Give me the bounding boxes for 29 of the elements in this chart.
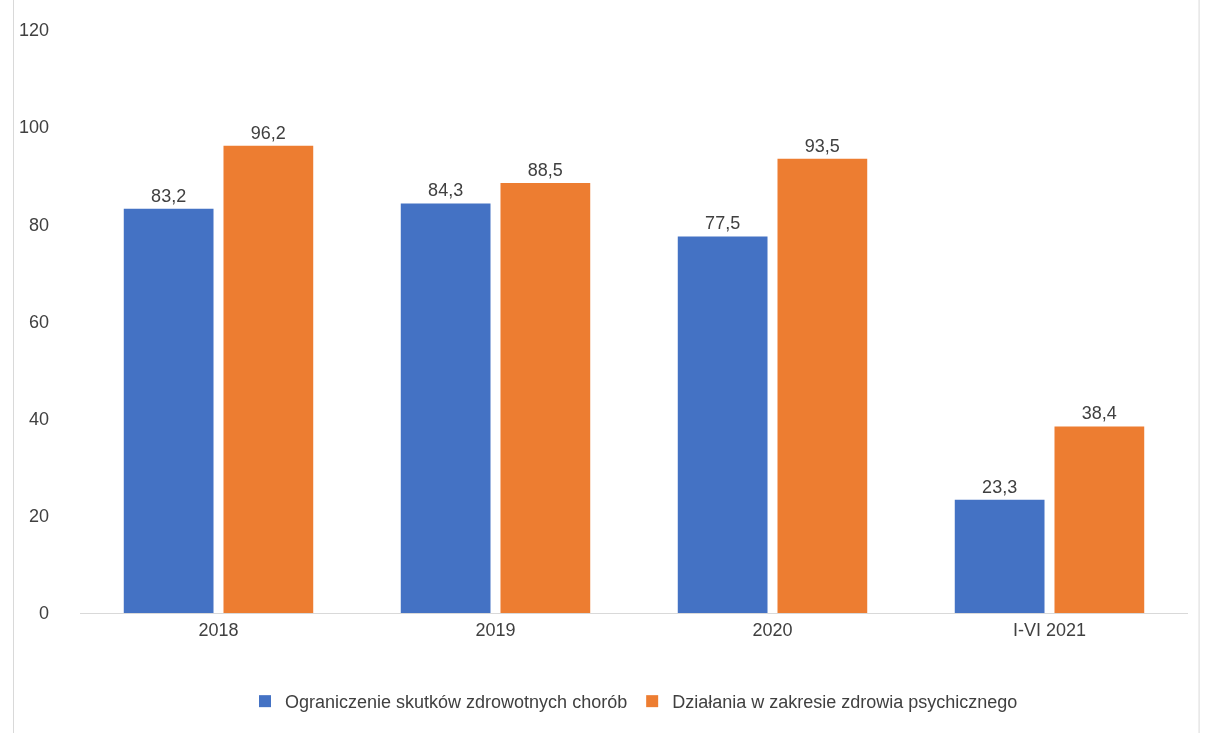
bar — [123, 208, 214, 613]
x-tick-label: 2020 — [752, 619, 793, 640]
y-tick-label: 0 — [38, 603, 49, 624]
legend-label: Ograniczenie skutków zdrowotnych chorób — [285, 692, 628, 713]
y-tick-label: 100 — [18, 117, 49, 138]
x-tick-label: 2019 — [475, 619, 516, 640]
bar — [500, 183, 591, 613]
y-tick-label: 60 — [28, 311, 49, 332]
y-tick-label: 120 — [18, 20, 49, 41]
bar — [677, 236, 768, 613]
data-label: 88,5 — [527, 160, 563, 181]
bar — [777, 158, 868, 613]
bar — [400, 203, 491, 613]
x-tick-label: 2018 — [198, 619, 239, 640]
bar — [954, 499, 1045, 613]
y-tick-label: 20 — [28, 506, 49, 527]
x-tick-label: I-VI 2021 — [1012, 619, 1087, 640]
data-label: 84,3 — [428, 180, 464, 201]
y-tick-label: 80 — [28, 214, 49, 235]
data-label: 23,3 — [982, 476, 1018, 497]
data-label: 96,2 — [250, 122, 286, 143]
legend-label: Działania w zakresie zdrowia psychicznego — [672, 692, 1018, 713]
data-label: 83,2 — [151, 185, 187, 206]
data-label: 93,5 — [804, 135, 840, 156]
bar — [223, 145, 314, 613]
y-tick-label: 40 — [28, 408, 49, 429]
bar — [1054, 426, 1145, 613]
data-label: 38,4 — [1081, 403, 1117, 424]
data-label: 77,5 — [705, 213, 741, 234]
